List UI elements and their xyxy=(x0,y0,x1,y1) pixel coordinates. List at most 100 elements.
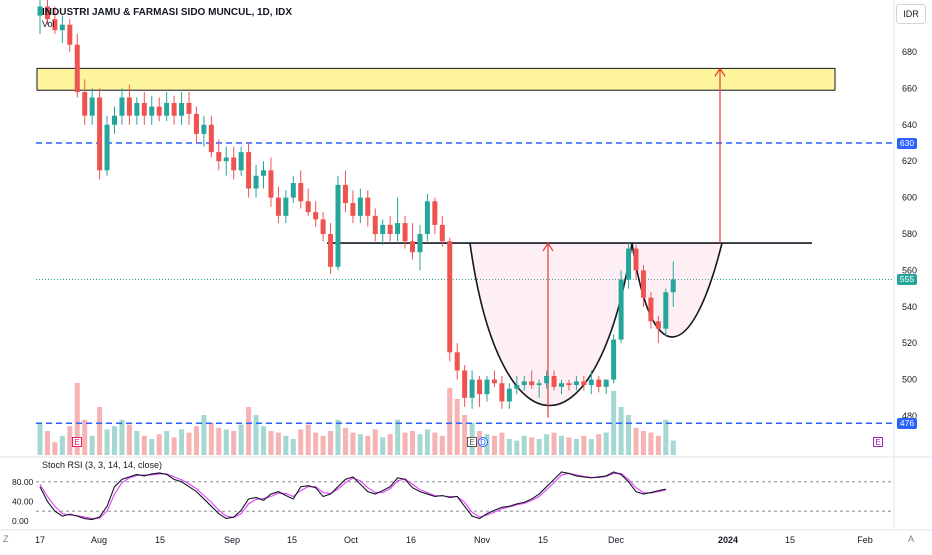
candle-body xyxy=(268,170,274,198)
candle-body xyxy=(335,184,341,267)
candle-body xyxy=(432,201,438,225)
candle-body xyxy=(231,157,237,171)
volume-bar xyxy=(179,429,185,455)
candle-body xyxy=(655,321,661,329)
volume-bar xyxy=(216,427,222,455)
price-badge-476: 476 xyxy=(897,417,917,429)
volume-bar xyxy=(313,432,319,455)
volume-bar xyxy=(544,434,550,455)
volume-bar xyxy=(320,435,326,455)
osc-tick-label: 0.00 xyxy=(12,516,29,526)
stoch-k-line xyxy=(39,471,666,521)
candle-body xyxy=(149,106,155,116)
volume-bar xyxy=(395,419,401,455)
volume-bar xyxy=(536,439,542,455)
volume-bar xyxy=(365,435,371,455)
volume-bar xyxy=(633,427,639,455)
volume-bar xyxy=(432,432,438,455)
volume-bar xyxy=(238,424,244,455)
volume-bar xyxy=(618,407,624,455)
earnings-marker[interactable]: E xyxy=(467,437,477,447)
candle-body xyxy=(186,102,192,114)
resistance-zone-box xyxy=(36,67,836,91)
volume-bar xyxy=(462,415,468,455)
candle-body xyxy=(633,248,639,271)
candle-body xyxy=(603,379,609,387)
volume-bar xyxy=(201,415,207,455)
earnings-marker[interactable]: E xyxy=(72,437,82,447)
volume-bar xyxy=(171,437,177,455)
cup-curve xyxy=(469,242,633,407)
volume-bar xyxy=(521,435,527,455)
price-axis[interactable]: 480 500 520 540 560 580 600 620 640 660 680 xyxy=(902,47,917,421)
candle-body xyxy=(223,157,229,162)
candle-body xyxy=(536,383,542,386)
candle-body xyxy=(640,270,646,298)
candle-body xyxy=(551,375,557,387)
volume-bar xyxy=(387,434,393,455)
candle-body xyxy=(275,197,281,216)
volume-bar xyxy=(246,407,252,455)
cup-and-handle-pattern xyxy=(327,67,812,418)
candle-body xyxy=(201,124,207,134)
volume-bar xyxy=(164,431,170,455)
time-tick-label: 16 xyxy=(406,535,416,545)
candle-body xyxy=(521,381,527,386)
time-tick-label: 15 xyxy=(538,535,548,545)
candle-body xyxy=(305,201,311,213)
candle-body xyxy=(447,241,453,353)
auto-scale-button[interactable]: A xyxy=(908,534,915,544)
candle-body xyxy=(499,383,505,402)
candle-body xyxy=(357,197,363,216)
candle-body xyxy=(648,297,654,322)
volume-bar xyxy=(581,435,587,455)
time-tick-label: 15 xyxy=(155,535,165,545)
candle-body xyxy=(171,102,177,116)
dividend-marker[interactable]: D xyxy=(478,437,488,447)
volume-bar xyxy=(424,429,430,455)
timezone-icon[interactable]: Z xyxy=(3,534,9,544)
candles[interactable] xyxy=(37,0,676,409)
candle-body xyxy=(156,106,162,116)
handle-fill xyxy=(632,243,722,337)
price-tick-label: 680 xyxy=(902,47,917,57)
candle-body xyxy=(112,115,117,125)
volume-bar xyxy=(506,439,512,455)
candle-body xyxy=(313,212,319,220)
candle-body xyxy=(484,379,490,395)
volume-bar xyxy=(335,419,341,455)
price-badge-630: 630 xyxy=(897,137,917,149)
volume-bar xyxy=(648,432,654,455)
resistance-zone xyxy=(36,67,836,91)
volume-bar xyxy=(357,434,363,455)
volume-bar xyxy=(410,431,415,455)
candle-body xyxy=(164,102,170,116)
time-axis[interactable]: 17 Aug 15 Sep 15 Oct 16 Nov 15 Dec 2024 15 Feb xyxy=(35,535,873,545)
candle-body xyxy=(618,279,624,340)
price-tick-label: 660 xyxy=(902,83,917,93)
volume-bar xyxy=(603,432,609,455)
volume-bar xyxy=(402,432,408,455)
earnings-marker[interactable]: E xyxy=(873,437,883,447)
candle-body xyxy=(506,388,512,402)
candle-body xyxy=(67,24,73,45)
volume-bar xyxy=(491,435,497,455)
candle-body xyxy=(559,383,564,387)
volume-bar xyxy=(305,424,311,455)
candle-body xyxy=(238,152,244,171)
candle-body xyxy=(89,97,95,116)
price-tick-label: 520 xyxy=(902,338,917,348)
candle-body xyxy=(179,102,185,116)
currency-button[interactable]: IDR xyxy=(896,4,926,24)
stoch-rsi-pane[interactable]: 80.00 40.00 0.00 xyxy=(12,471,894,526)
candle-body xyxy=(581,381,587,386)
stoch-rsi-label[interactable]: Stoch RSI (3, 3, 14, 14, close) xyxy=(42,460,163,470)
volume-bar xyxy=(126,424,132,455)
candle-body xyxy=(119,97,125,116)
target-arrowhead xyxy=(714,67,726,77)
symbol-title[interactable]: INDUSTRI JAMU & FARMASI SIDO MUNCUL, 1D,… xyxy=(42,7,293,18)
volume-bar xyxy=(268,431,274,455)
candle-body xyxy=(663,292,669,329)
